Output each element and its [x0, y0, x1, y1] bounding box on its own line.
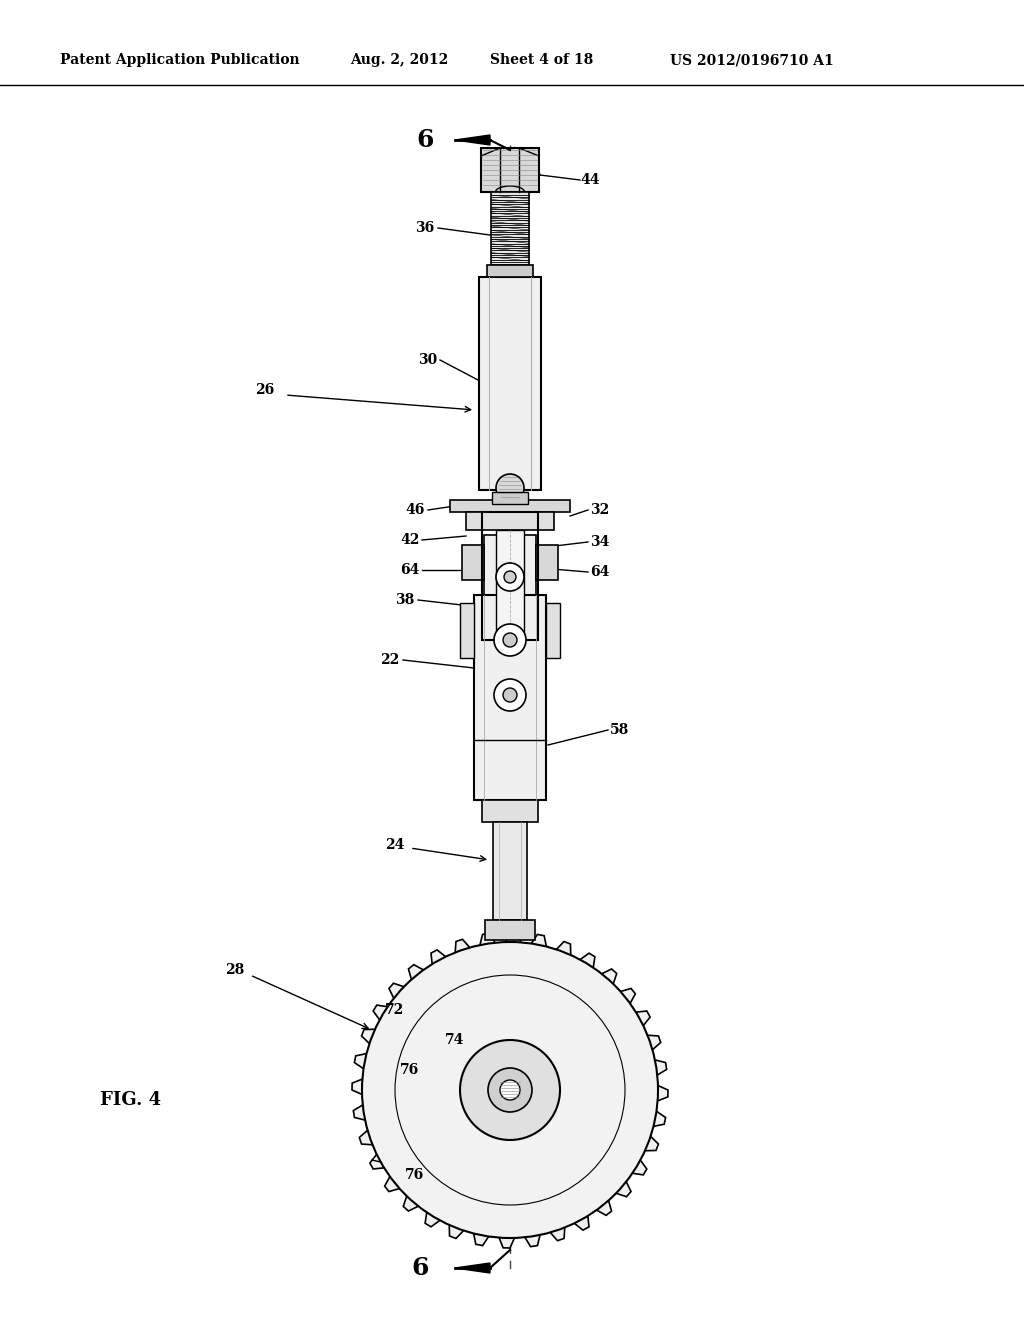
Bar [492, 492, 528, 504]
Bar [460, 603, 474, 657]
Bar [496, 531, 524, 640]
Circle shape [503, 634, 517, 647]
Bar [487, 265, 534, 277]
Text: US 2012/0196710 A1: US 2012/0196710 A1 [670, 53, 834, 67]
Bar [484, 535, 536, 595]
Text: 72: 72 [385, 1003, 404, 1016]
Text: 76: 76 [400, 1063, 419, 1077]
Text: 64: 64 [590, 565, 609, 579]
Circle shape [362, 942, 658, 1238]
Circle shape [488, 1068, 532, 1111]
Polygon shape [455, 1263, 490, 1272]
Text: 22: 22 [380, 653, 399, 667]
Text: 36: 36 [415, 220, 434, 235]
Text: 38: 38 [395, 593, 415, 607]
Bar [546, 603, 560, 657]
Bar [490, 191, 529, 265]
Bar [481, 148, 539, 191]
Text: 74: 74 [445, 1034, 464, 1047]
Text: 34: 34 [590, 535, 609, 549]
Circle shape [460, 1040, 560, 1140]
Bar [450, 500, 570, 512]
Bar [466, 512, 554, 531]
Text: FIG. 4: FIG. 4 [100, 1092, 161, 1109]
Text: 26: 26 [255, 383, 274, 397]
Bar [482, 800, 538, 822]
Text: 44: 44 [580, 173, 599, 187]
Circle shape [496, 564, 524, 591]
Text: Aug. 2, 2012: Aug. 2, 2012 [350, 53, 449, 67]
Text: 64: 64 [400, 564, 420, 577]
Text: 6: 6 [412, 1257, 429, 1280]
Text: 28: 28 [225, 964, 245, 977]
Text: 42: 42 [400, 533, 420, 546]
Circle shape [503, 688, 517, 702]
Bar [479, 277, 541, 490]
Polygon shape [352, 932, 668, 1247]
Circle shape [494, 624, 526, 656]
Bar [482, 512, 538, 640]
Polygon shape [455, 135, 490, 145]
Circle shape [496, 474, 524, 502]
Text: Patent Application Publication: Patent Application Publication [60, 53, 300, 67]
Text: 6: 6 [417, 128, 434, 152]
Text: 46: 46 [406, 503, 424, 517]
Text: 76: 76 [406, 1168, 424, 1181]
Text: 30: 30 [418, 352, 437, 367]
Bar [474, 595, 546, 800]
Text: Sheet 4 of 18: Sheet 4 of 18 [490, 53, 593, 67]
Text: 24: 24 [385, 838, 404, 851]
Text: 32: 32 [590, 503, 609, 517]
Text: 58: 58 [610, 723, 630, 737]
Bar [462, 545, 484, 579]
Circle shape [494, 678, 526, 711]
Bar [536, 545, 558, 579]
Circle shape [500, 1080, 520, 1100]
Bar [493, 822, 527, 920]
Bar [485, 920, 535, 940]
Circle shape [504, 572, 516, 583]
